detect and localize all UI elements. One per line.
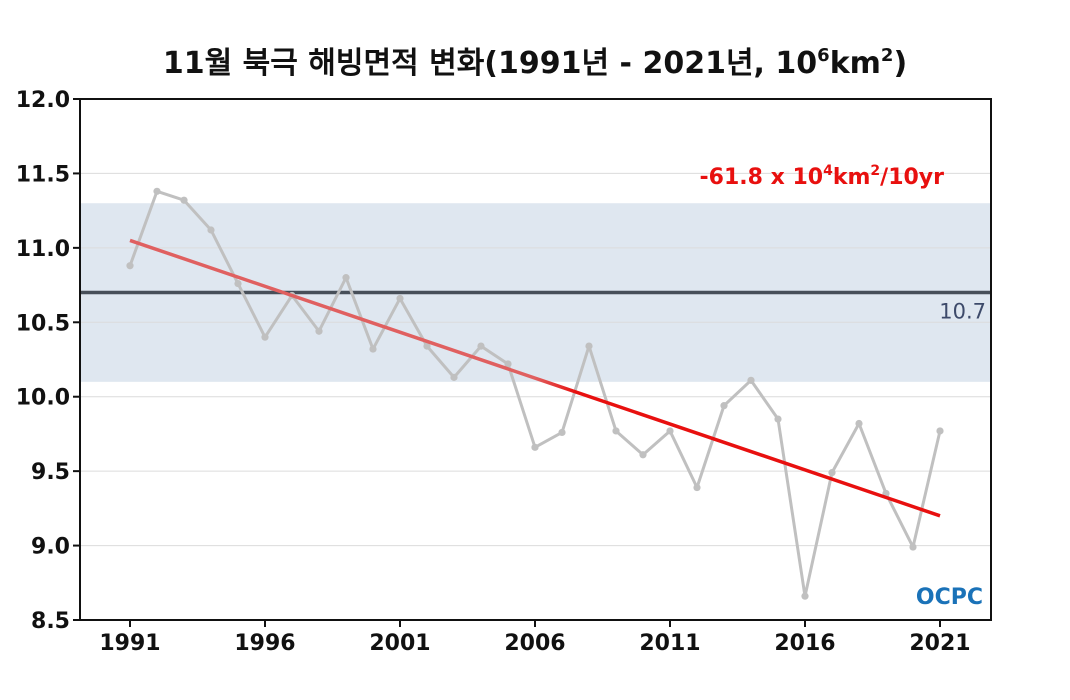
x-axis-ticks: 1991 1996 2001 2006 2011 2016 2021 bbox=[99, 620, 971, 656]
observed-point bbox=[450, 373, 458, 381]
trend-label-text: -61.8 x 10 bbox=[700, 165, 824, 190]
x-tick-label: 2011 bbox=[639, 631, 700, 656]
title-unit: km bbox=[829, 46, 881, 81]
observed-point bbox=[666, 427, 674, 435]
observed-point bbox=[369, 345, 377, 353]
observed-point bbox=[693, 483, 701, 492]
observed-point bbox=[315, 327, 323, 335]
y-axis-ticks: 8.5 9.0 9.5 10.0 10.5 11.0 11.5 12.0 bbox=[16, 88, 80, 634]
title-text: 11월 북극 해빙면적 변화(1991년 - 2021년, 10 bbox=[162, 46, 818, 81]
observed-point bbox=[423, 342, 431, 350]
y-tick-label: 11.0 bbox=[16, 237, 70, 262]
trend-label-unit-exponent: 2 bbox=[870, 163, 880, 179]
observed-point bbox=[909, 543, 917, 551]
observed-point bbox=[936, 427, 944, 435]
title-unit-exponent: 2 bbox=[880, 45, 894, 66]
observed-point bbox=[261, 333, 269, 341]
observed-point bbox=[126, 262, 134, 270]
y-tick-label: 10.0 bbox=[16, 386, 70, 411]
observed-point bbox=[234, 279, 242, 288]
observed-point bbox=[747, 376, 755, 384]
y-tick-label: 8.5 bbox=[31, 609, 70, 634]
observed-point bbox=[855, 419, 863, 428]
observed-point bbox=[477, 342, 485, 350]
gridlines bbox=[80, 172, 991, 547]
x-tick-label: 2021 bbox=[909, 631, 970, 656]
y-tick-label: 10.5 bbox=[16, 311, 70, 336]
observed-point bbox=[153, 187, 161, 195]
trend-label-suffix: /10yr bbox=[880, 165, 944, 190]
observed-point bbox=[396, 294, 404, 303]
observed-point bbox=[342, 274, 350, 282]
y-tick-label: 9.5 bbox=[31, 460, 70, 485]
observed-point bbox=[639, 451, 647, 459]
trend-label-exponent: 4 bbox=[823, 163, 833, 179]
y-tick-label: 9.0 bbox=[31, 535, 70, 560]
x-tick-label: 2001 bbox=[369, 631, 430, 656]
observed-series bbox=[126, 187, 944, 600]
observed-point bbox=[828, 469, 836, 477]
x-tick-label: 1991 bbox=[99, 631, 160, 656]
observed-point bbox=[774, 415, 782, 423]
observed-point bbox=[720, 402, 728, 410]
observed-point bbox=[207, 226, 215, 234]
observed-point bbox=[585, 342, 593, 350]
x-tick-label: 2016 bbox=[774, 631, 835, 656]
y-tick-label: 11.5 bbox=[16, 162, 70, 187]
observed-point bbox=[180, 196, 188, 204]
observed-point bbox=[612, 427, 620, 435]
title-exponent: 6 bbox=[817, 45, 830, 66]
trend-label-unit: km bbox=[833, 165, 871, 190]
x-tick-label: 1996 bbox=[234, 631, 295, 656]
title-close: ) bbox=[893, 46, 908, 81]
x-tick-label: 2006 bbox=[504, 631, 565, 656]
mean-value-label: 10.7 bbox=[939, 300, 986, 324]
trend-rate-label: -61.8 x 104km2/10yr bbox=[700, 163, 945, 190]
observed-point bbox=[801, 592, 809, 600]
observed-point bbox=[504, 360, 512, 368]
observed-point bbox=[558, 428, 566, 437]
y-tick-label: 12.0 bbox=[16, 88, 70, 113]
ocpc-logo: OCPC bbox=[916, 585, 983, 610]
chart-title: 11월 북극 해빙면적 변화(1991년 - 2021년, 106km2) bbox=[0, 38, 1070, 82]
trend-line bbox=[129, 238, 941, 518]
observed-point bbox=[531, 443, 539, 451]
